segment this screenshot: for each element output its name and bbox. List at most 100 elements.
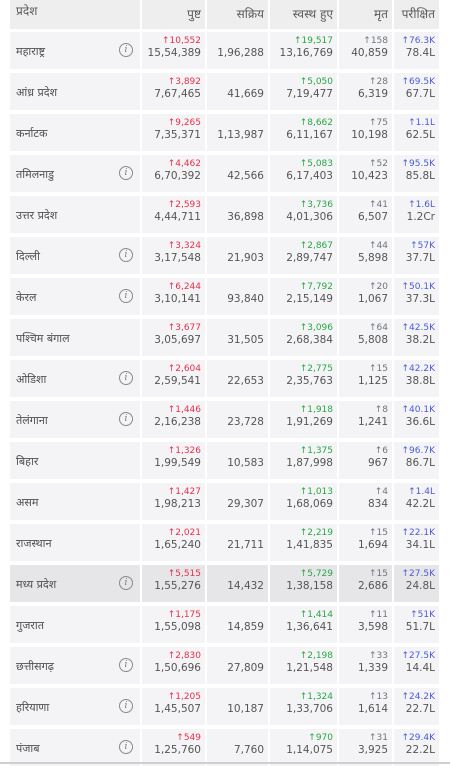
table-row[interactable]: महाराष्ट्र i ↑10,552 15,54,389 1,96,288 ↑19,5… — [0, 30, 446, 71]
active-total: 29,307 — [227, 498, 264, 510]
recovered-total: 1,87,998 — [286, 457, 333, 469]
state-cell[interactable]: पंजाब i — [10, 729, 140, 766]
state-cell[interactable]: मध्य प्रदेश i — [10, 565, 140, 602]
active-cell: 21,903 — [207, 237, 268, 274]
info-icon[interactable]: i — [119, 658, 133, 672]
arrow-up-icon: ↑ — [401, 36, 410, 46]
arrow-up-icon: ↑ — [167, 569, 176, 579]
state-name: तेलंगाना — [16, 414, 48, 427]
header-tested[interactable]: परीक्षित — [394, 0, 439, 29]
tested-cell: ↑24.2K 22.7L — [394, 688, 439, 725]
state-cell[interactable]: असम — [10, 483, 140, 520]
state-cell[interactable]: कर्नाटक — [10, 114, 140, 151]
state-cell[interactable]: ओडिशा i — [10, 360, 140, 397]
recovered-delta: ↑2,219 — [299, 528, 333, 538]
active-total: 1,96,288 — [217, 47, 264, 59]
table-row[interactable]: पश्चिम बंगाल ↑3,677 3,05,697 31,505 ↑3,096 2,… — [0, 317, 446, 358]
tested-total: 62.5L — [405, 129, 435, 141]
arrow-up-icon: ↑ — [167, 77, 176, 87]
tested-delta: ↑51K — [410, 610, 435, 620]
table-row[interactable]: हरियाणा i ↑1,205 1,45,507 10,187 ↑1,324 1,33,7… — [0, 686, 446, 727]
confirmed-total: 4,44,711 — [154, 211, 201, 223]
tested-total: 24.8L — [405, 580, 435, 592]
info-icon[interactable]: i — [119, 248, 133, 262]
tested-total: 42.2L — [405, 498, 435, 510]
confirmed-cell: ↑1,427 1,98,213 — [142, 483, 205, 520]
arrow-up-icon: ↑ — [167, 528, 176, 538]
arrow-up-icon: ↑ — [299, 569, 308, 579]
arrow-up-icon: ↑ — [369, 733, 377, 743]
table-row[interactable]: दिल्ली i ↑3,324 3,17,548 21,903 ↑2,867 2,89,74… — [0, 235, 446, 276]
active-cell: 23,728 — [207, 401, 268, 438]
info-icon[interactable]: i — [119, 371, 133, 385]
tested-delta: ↑1.4L — [408, 487, 435, 497]
state-cell[interactable]: दिल्ली i — [10, 237, 140, 274]
state-cell[interactable]: राजस्थान — [10, 524, 140, 561]
table-row[interactable]: बिहार ↑1,326 1,99,549 10,583 ↑1,375 1,87,998 ↑… — [0, 440, 446, 481]
header-recovered[interactable]: स्वस्थ हुए — [270, 0, 337, 29]
info-icon[interactable]: i — [119, 576, 133, 590]
tested-delta: ↑27.5K — [401, 569, 436, 579]
state-cell[interactable]: महाराष्ट्र i — [10, 32, 140, 69]
info-icon[interactable]: i — [119, 166, 133, 180]
tested-cell: ↑50.1K 37.3L — [394, 278, 439, 315]
table-row[interactable]: ओडिशा i ↑2,604 2,59,541 22,653 ↑2,775 2,35,763… — [0, 358, 446, 399]
table-row[interactable]: गुजरात ↑1,175 1,55,098 14,859 ↑1,414 1,36,641… — [0, 604, 446, 645]
confirmed-delta: ↑3,892 — [167, 77, 201, 87]
tested-total: 37.3L — [405, 293, 435, 305]
arrow-up-icon: ↑ — [167, 446, 176, 456]
header-active[interactable]: सक्रिय — [207, 0, 268, 29]
table-row[interactable]: केरल i ↑6,244 3,10,141 93,840 ↑7,792 2,15,149 ↑… — [0, 276, 446, 317]
confirmed-delta: ↑1,326 — [167, 446, 201, 456]
header-confirmed[interactable]: पुष्ट — [142, 0, 205, 29]
tested-delta: ↑50.1K — [401, 282, 436, 292]
tested-delta: ↑29.4K — [401, 733, 436, 743]
table-row[interactable]: तेलंगाना i ↑1,446 2,16,238 23,728 ↑1,918 1,91,… — [0, 399, 446, 440]
deceased-delta: ↑33 — [369, 651, 388, 661]
state-cell[interactable]: हरियाणा i — [10, 688, 140, 725]
info-icon[interactable]: i — [119, 699, 133, 713]
arrow-up-icon: ↑ — [374, 405, 383, 415]
active-cell: 14,859 — [207, 606, 268, 643]
table-row[interactable]: असम ↑1,427 1,98,213 29,307 ↑1,013 1,68,069 ↑4 8… — [0, 481, 446, 522]
state-name: हरियाणा — [16, 701, 50, 714]
table-row[interactable]: पंजाब i ↑549 1,25,760 7,760 ↑970 1,14,075 ↑31 3,… — [0, 727, 446, 768]
state-cell[interactable]: तमिलनाडु i — [10, 155, 140, 192]
header-state[interactable]: प्रदेश — [10, 0, 140, 29]
confirmed-delta: ↑1,175 — [167, 610, 201, 620]
state-cell[interactable]: आंध्र प्रदेश — [10, 73, 140, 110]
info-icon[interactable]: i — [119, 289, 133, 303]
arrow-up-icon: ↑ — [299, 651, 308, 661]
active-cell: 7,760 — [207, 729, 268, 766]
confirmed-cell: ↑1,205 1,45,507 — [142, 688, 205, 725]
confirmed-cell: ↑3,324 3,17,548 — [142, 237, 205, 274]
recovered-cell: ↑3,096 2,68,384 — [270, 319, 337, 356]
deceased-cell: ↑158 40,859 — [339, 32, 392, 69]
table-row[interactable]: राजस्थान ↑2,021 1,65,240 21,711 ↑2,219 1,41,8… — [0, 522, 446, 563]
state-cell[interactable]: तेलंगाना i — [10, 401, 140, 438]
table-row[interactable]: कर्नाटक ↑9,265 7,35,371 1,13,987 ↑8,662 6,11,… — [0, 112, 446, 153]
info-icon[interactable]: i — [119, 740, 133, 754]
recovered-total: 1,91,269 — [286, 416, 333, 428]
tested-cell: ↑95.5K 85.8L — [394, 155, 439, 192]
table-row[interactable]: मध्य प्रदेश i ↑5,515 1,55,276 14,432 ↑5,729 1,… — [0, 563, 446, 604]
state-cell[interactable]: केरल i — [10, 278, 140, 315]
info-icon[interactable]: i — [119, 412, 133, 426]
table-row[interactable]: आंध्र प्रदेश ↑3,892 7,67,465 41,669 ↑5,050 7,… — [0, 71, 446, 112]
confirmed-delta: ↑5,515 — [167, 569, 201, 579]
active-cell: 14,432 — [207, 565, 268, 602]
table-row[interactable]: तमिलनाडु i ↑4,462 6,70,392 42,566 ↑5,083 6,17,… — [0, 153, 446, 194]
table-row[interactable]: छत्तीसगढ़ i ↑2,830 1,50,696 27,809 ↑2,198 1,21… — [0, 645, 446, 686]
info-icon[interactable]: i — [119, 43, 133, 57]
header-deceased[interactable]: मृत — [339, 0, 392, 29]
state-cell[interactable]: उत्तर प्रदेश — [10, 196, 140, 233]
table-row[interactable]: उत्तर प्रदेश ↑2,593 4,44,711 36,898 ↑3,736 4,… — [0, 194, 446, 235]
tested-cell: ↑69.5K 67.7L — [394, 73, 439, 110]
deceased-total: 1,694 — [357, 539, 388, 551]
state-cell[interactable]: बिहार — [10, 442, 140, 479]
confirmed-cell: ↑6,244 3,10,141 — [142, 278, 205, 315]
state-cell[interactable]: पश्चिम बंगाल — [10, 319, 140, 356]
state-cell[interactable]: गुजरात — [10, 606, 140, 643]
recovered-cell: ↑5,083 6,17,403 — [270, 155, 337, 192]
state-cell[interactable]: छत्तीसगढ़ i — [10, 647, 140, 684]
